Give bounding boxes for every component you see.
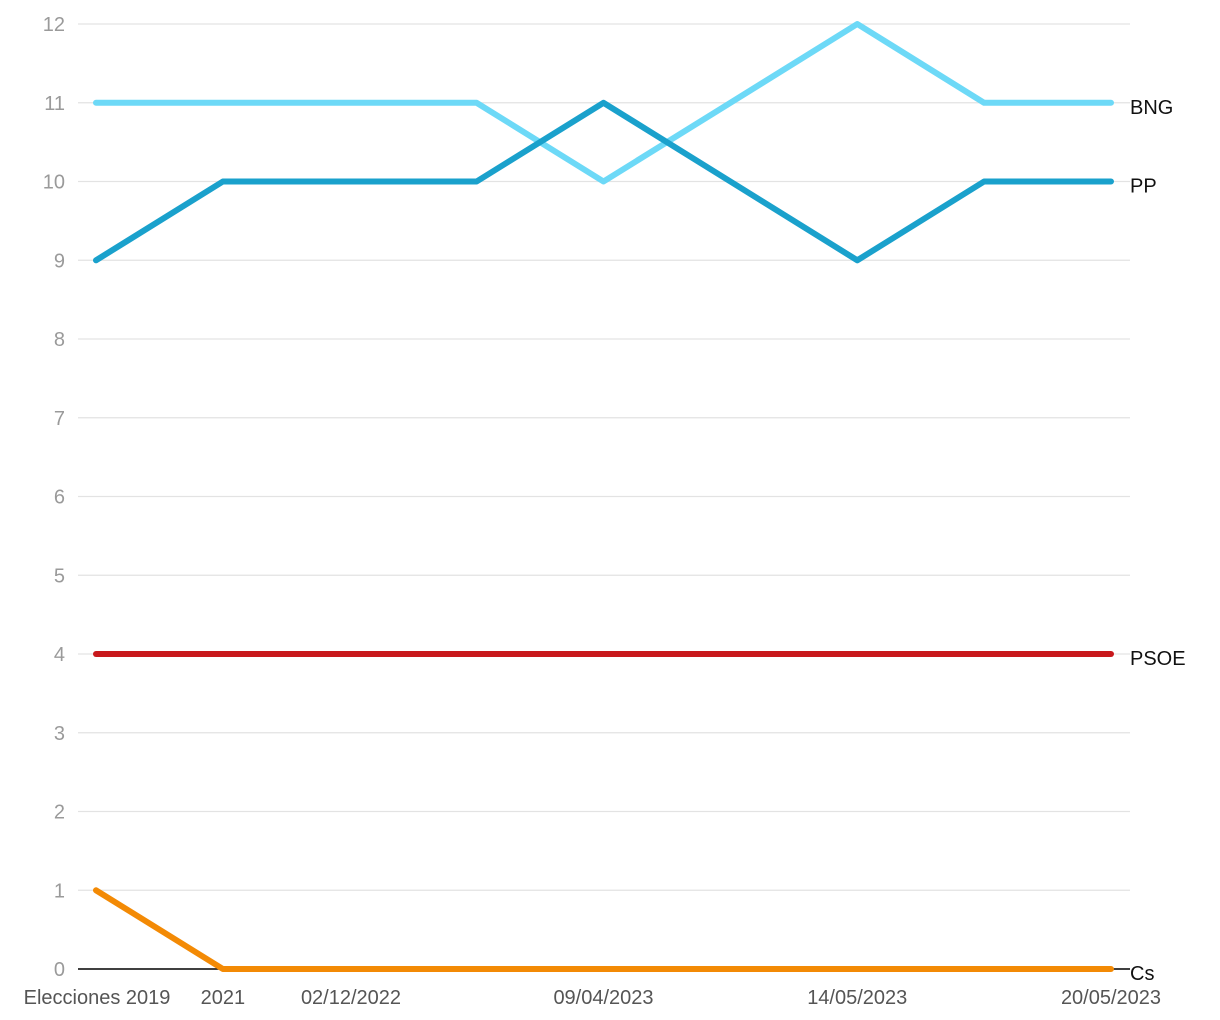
series-line-bng (93, 21, 1114, 185)
gridlines (78, 23, 1130, 970)
y-tick-label: 12 (43, 14, 65, 36)
x-tick-label: 02/12/2022 (301, 987, 401, 1009)
y-tick-label: 5 (54, 565, 65, 587)
series-label-pp: PP (1130, 176, 1157, 198)
y-tick-label: 6 (54, 487, 65, 509)
x-tick-label: Elecciones 2019 (24, 987, 171, 1009)
series-line-cs (93, 887, 1114, 972)
y-tick-label: 11 (44, 93, 65, 115)
y-tick-label: 9 (54, 250, 65, 272)
series-lines (93, 21, 1114, 972)
series-label-cs: Cs (1130, 963, 1154, 985)
y-tick-label: 1 (54, 880, 65, 902)
y-tick-label: 3 (54, 723, 65, 745)
x-tick-label: 2021 (201, 987, 246, 1009)
series-label-bng: BNG (1130, 97, 1173, 119)
y-tick-label: 2 (54, 802, 65, 824)
x-tick-label: 14/05/2023 (807, 987, 907, 1009)
y-tick-label: 8 (54, 329, 65, 351)
x-axis-ticks: Elecciones 2019 2021 02/12/2022 09/04/2023 1… (24, 987, 1161, 1009)
y-tick-label: 7 (54, 408, 65, 430)
x-tick-label: 20/05/2023 (1061, 987, 1161, 1009)
series-labels: BNG PP PSOE Cs (1130, 97, 1186, 985)
series-label-psoe: PSOE (1130, 648, 1186, 670)
x-tick-label: 09/04/2023 (553, 987, 653, 1009)
y-tick-label: 4 (54, 644, 65, 666)
y-tick-label: 0 (54, 959, 65, 981)
series-line-pp (93, 99, 1114, 264)
y-tick-label: 10 (43, 172, 65, 194)
